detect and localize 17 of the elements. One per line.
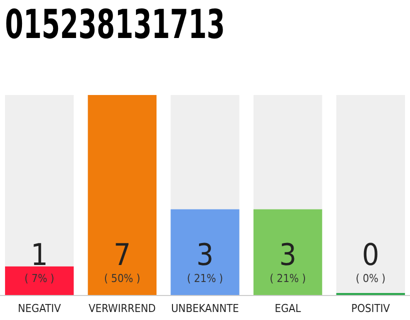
x-tick-label: VERWIRREND: [88, 302, 156, 315]
annotation: ( 0% ): [356, 272, 386, 285]
annotation: ( 21% ): [270, 272, 306, 285]
annotation: ( 50% ): [104, 272, 140, 285]
data-label: 7: [114, 238, 131, 273]
data-label: 1: [30, 238, 48, 273]
x-tick-label: UNBEKANNTE: [171, 302, 239, 315]
data-label: 3: [196, 238, 214, 273]
bar: [5, 266, 74, 295]
annotation: ( 7% ): [24, 272, 54, 285]
annotation: ( 21% ): [186, 272, 224, 285]
x-tick-label: EGAL: [274, 302, 302, 315]
x-tick-label: POSITIV: [351, 302, 390, 315]
data-label: 3: [279, 238, 296, 273]
data-label: 0: [362, 238, 380, 273]
chart-title: 015238131713: [5, 2, 306, 48]
x-tick-label: NEGATIV: [18, 302, 62, 315]
